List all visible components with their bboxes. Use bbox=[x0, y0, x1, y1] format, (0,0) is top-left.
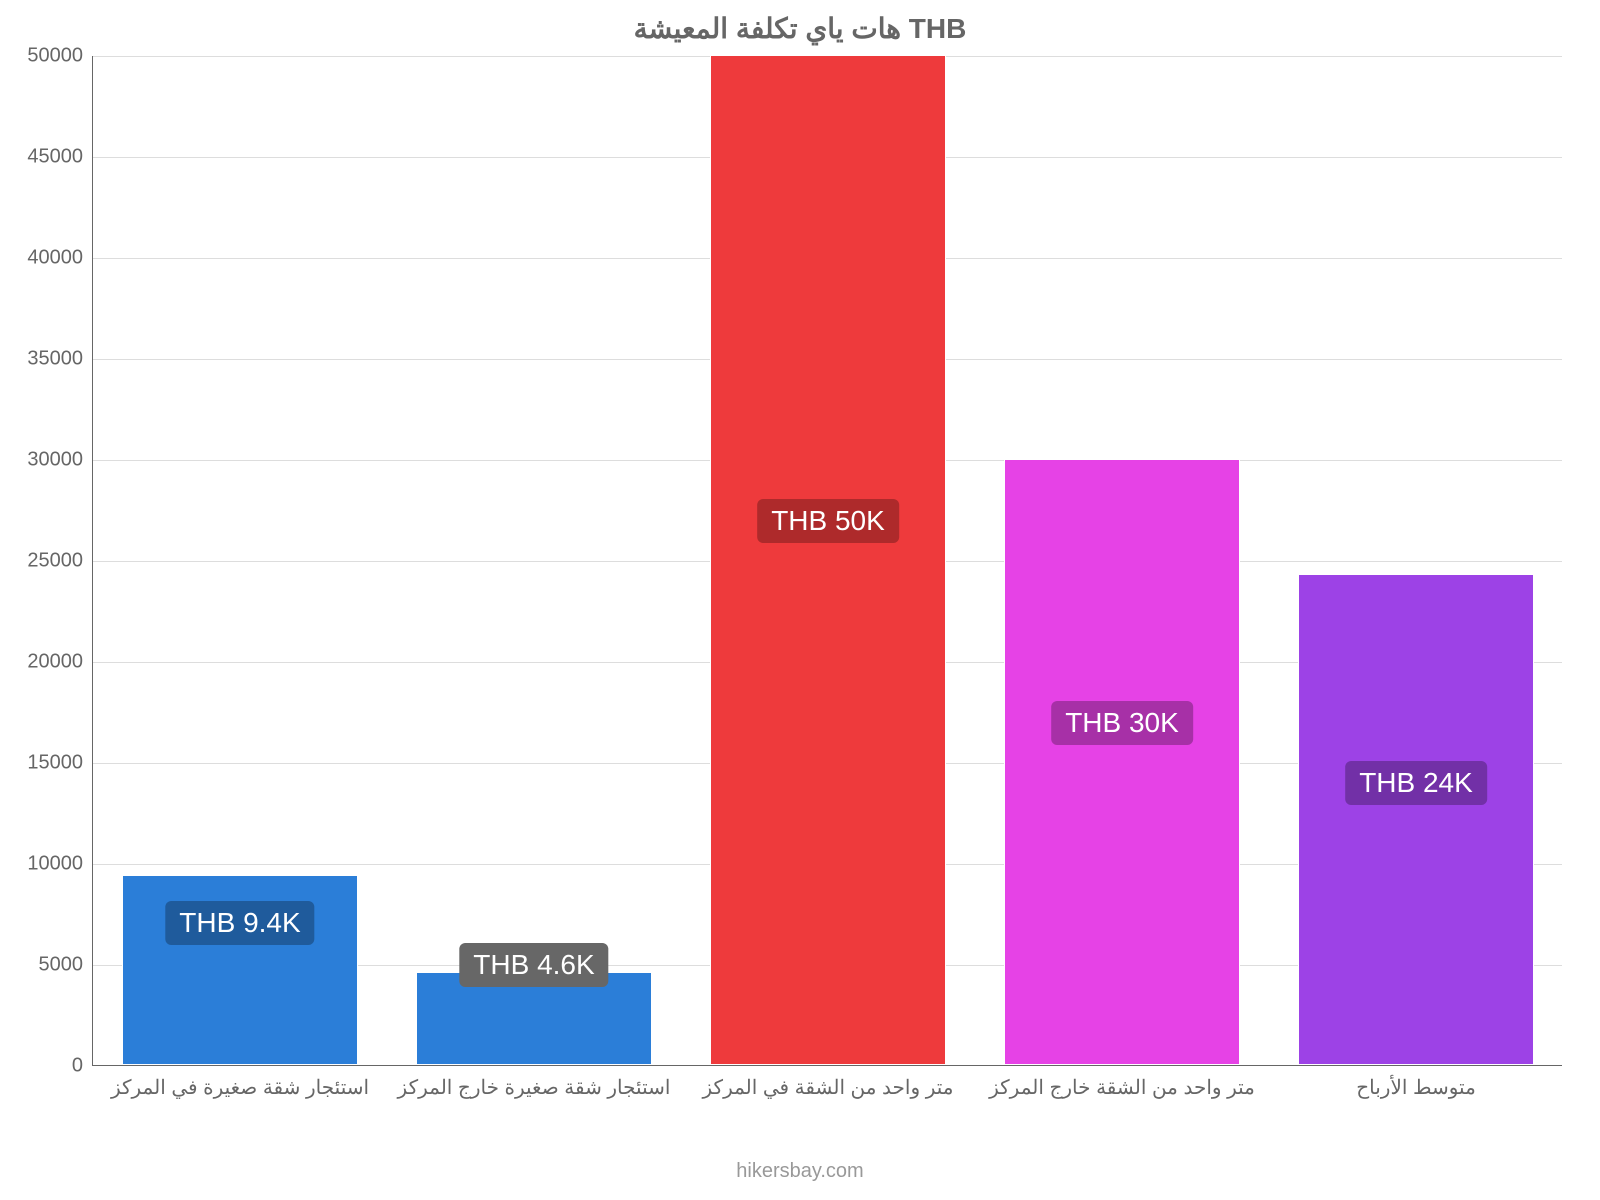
y-tick-label: 30000 bbox=[27, 449, 93, 472]
x-tick-label: استئجار شقة صغيرة في المركز bbox=[111, 1065, 369, 1100]
bar-value-label: THB 4.6K bbox=[459, 943, 608, 987]
y-tick-label: 15000 bbox=[27, 752, 93, 775]
bar bbox=[710, 55, 945, 1065]
y-tick-label: 0 bbox=[72, 1055, 93, 1078]
x-tick-label: متر واحد من الشقة خارج المركز bbox=[989, 1065, 1255, 1100]
chart-title: هات ياي تكلفة المعيشة THB bbox=[0, 12, 1600, 45]
x-tick-label: متوسط الأرباح bbox=[1356, 1065, 1476, 1100]
y-tick-label: 50000 bbox=[27, 45, 93, 68]
bar bbox=[1298, 574, 1533, 1065]
bar-value-label: THB 50K bbox=[757, 499, 899, 543]
bar-value-label: THB 30K bbox=[1051, 701, 1193, 745]
x-tick-label: استئجار شقة صغيرة خارج المركز bbox=[398, 1065, 671, 1100]
y-tick-label: 20000 bbox=[27, 651, 93, 674]
bar bbox=[1004, 459, 1239, 1065]
bar-value-label: THB 24K bbox=[1345, 761, 1487, 805]
plot-area: 0500010000150002000025000300003500040000… bbox=[92, 56, 1562, 1066]
x-tick-label: متر واحد من الشقة في المركز bbox=[703, 1065, 954, 1100]
y-tick-label: 5000 bbox=[39, 954, 94, 977]
y-tick-label: 40000 bbox=[27, 247, 93, 270]
y-tick-label: 45000 bbox=[27, 146, 93, 169]
y-tick-label: 25000 bbox=[27, 550, 93, 573]
y-tick-label: 35000 bbox=[27, 348, 93, 371]
y-tick-label: 10000 bbox=[27, 853, 93, 876]
attribution: hikersbay.com bbox=[0, 1160, 1600, 1183]
bar-value-label: THB 9.4K bbox=[165, 901, 314, 945]
